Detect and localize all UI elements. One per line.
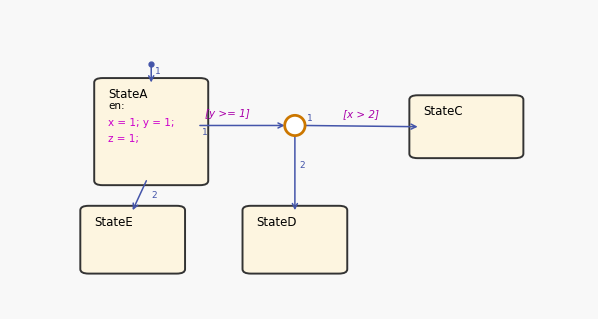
- Text: 1: 1: [307, 114, 313, 123]
- FancyBboxPatch shape: [94, 78, 208, 185]
- Text: [x > 2]: [x > 2]: [343, 109, 379, 119]
- Text: StateE: StateE: [94, 216, 133, 229]
- FancyBboxPatch shape: [243, 206, 347, 274]
- Text: z = 1;: z = 1;: [108, 134, 139, 144]
- Text: [y >= 1]: [y >= 1]: [205, 109, 249, 119]
- Text: 2: 2: [151, 191, 157, 200]
- Text: en:: en:: [108, 101, 125, 111]
- FancyBboxPatch shape: [410, 95, 523, 158]
- Text: StateC: StateC: [423, 105, 463, 118]
- FancyBboxPatch shape: [80, 206, 185, 274]
- Text: 1: 1: [202, 128, 208, 137]
- Text: StateD: StateD: [257, 216, 297, 229]
- Text: 2: 2: [300, 161, 305, 170]
- Text: 1: 1: [154, 67, 160, 76]
- Ellipse shape: [285, 115, 305, 136]
- Text: StateA: StateA: [108, 88, 148, 101]
- Text: x = 1; y = 1;: x = 1; y = 1;: [108, 118, 175, 128]
